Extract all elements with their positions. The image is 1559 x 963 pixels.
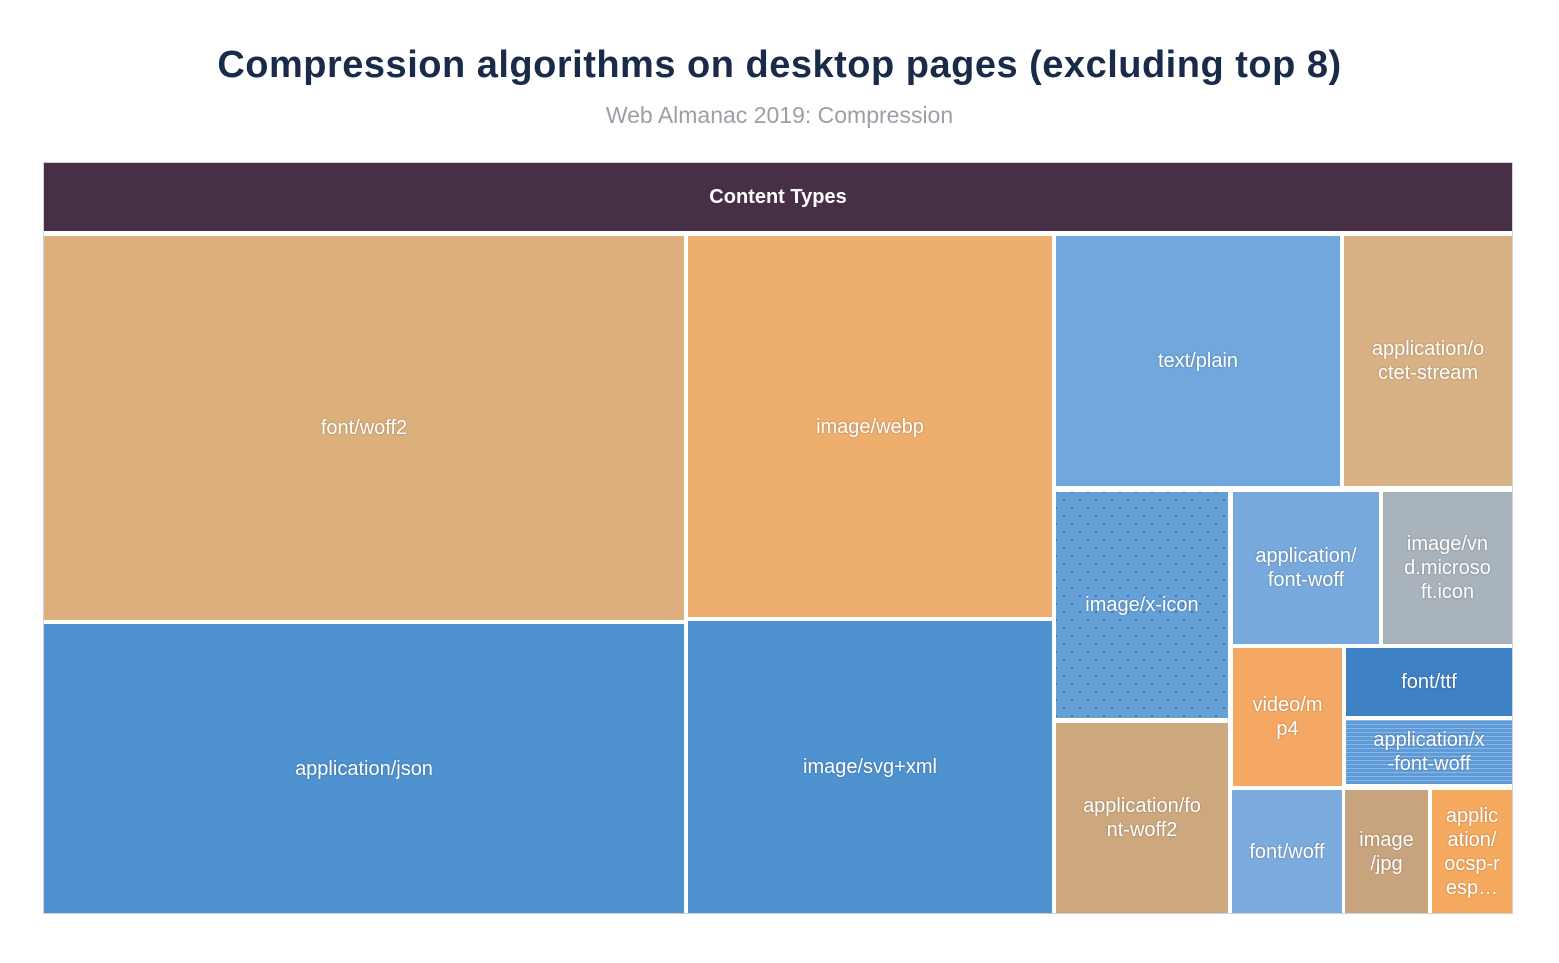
treemap-cell-label: font/woff bbox=[1249, 840, 1325, 863]
treemap-cell-label: image/webp bbox=[816, 415, 924, 438]
chart-subtitle: Web Almanac 2019: Compression bbox=[605, 102, 954, 128]
treemap-cell-application-font-woff2[interactable]: application/fo nt-woff2 bbox=[1056, 723, 1228, 913]
treemap-cell-label: application/ font-woff bbox=[1255, 545, 1357, 591]
treemap-cells: font/woff2 application/json image/webp imag… bbox=[44, 236, 1512, 913]
treemap-cell-label: image/vn d.microso ft.icon bbox=[1404, 533, 1491, 603]
treemap-cell-application-octet-stream[interactable]: application/o ctet-stream bbox=[1344, 236, 1512, 486]
treemap-cell-image-svg-xml[interactable]: image/svg+xml bbox=[688, 621, 1052, 913]
treemap-cell-font-ttf[interactable]: font/ttf bbox=[1346, 648, 1512, 716]
treemap-cell-label: applic ation/ ocsp-r esp… bbox=[1444, 804, 1500, 899]
treemap-group-header-label: Content Types bbox=[709, 185, 847, 208]
treemap-group-header: Content Types bbox=[44, 163, 1512, 231]
treemap-cell-image-jpg[interactable]: image /jpg bbox=[1345, 790, 1428, 913]
treemap-cell-label: application/fo nt-woff2 bbox=[1083, 795, 1201, 841]
treemap-cell-application-font-woff[interactable]: application/ font-woff bbox=[1233, 492, 1379, 644]
treemap-cell-application-ocsp-resp[interactable]: applic ation/ ocsp-r esp… bbox=[1432, 790, 1512, 913]
treemap-cell-label: image/svg+xml bbox=[803, 756, 937, 778]
treemap-cell-font-woff[interactable]: font/woff bbox=[1232, 790, 1342, 913]
treemap-cell-application-json[interactable]: application/json bbox=[44, 624, 684, 913]
treemap-cell-label: application/x -font-woff bbox=[1373, 729, 1485, 775]
treemap-cell-label: image/x-icon bbox=[1085, 594, 1199, 616]
treemap-cell-label: font/woff2 bbox=[320, 417, 408, 439]
treemap-cell-label: application/json bbox=[295, 757, 433, 780]
treemap-cell-label: font/ttf bbox=[1401, 671, 1457, 693]
treemap-cell-label: image /jpg bbox=[1359, 828, 1414, 875]
treemap-cell-font-woff2[interactable]: font/woff2 bbox=[44, 236, 684, 620]
treemap-cell-video-mp4[interactable]: video/m p4 bbox=[1233, 648, 1342, 786]
treemap-cell-application-x-font-woff[interactable]: application/x -font-woff bbox=[1346, 720, 1512, 784]
chart-title: Compression algorithms on desktop pages … bbox=[217, 44, 1342, 86]
treemap-plot-area: Content Types font/woff2 application/json… bbox=[43, 162, 1513, 914]
treemap-cell-label: application/o ctet-stream bbox=[1371, 338, 1485, 384]
treemap-cell-image-vnd-microsoft-icon[interactable]: image/vn d.microso ft.icon bbox=[1383, 492, 1512, 644]
treemap-cell-label: text/plain bbox=[1157, 350, 1239, 372]
treemap-cell-image-webp[interactable]: image/webp bbox=[688, 236, 1052, 617]
treemap-cell-image-x-icon[interactable]: image/x-icon bbox=[1056, 492, 1228, 718]
treemap-cell-text-plain[interactable]: text/plain bbox=[1056, 236, 1340, 486]
treemap-cell-label: video/m p4 bbox=[1252, 694, 1323, 740]
